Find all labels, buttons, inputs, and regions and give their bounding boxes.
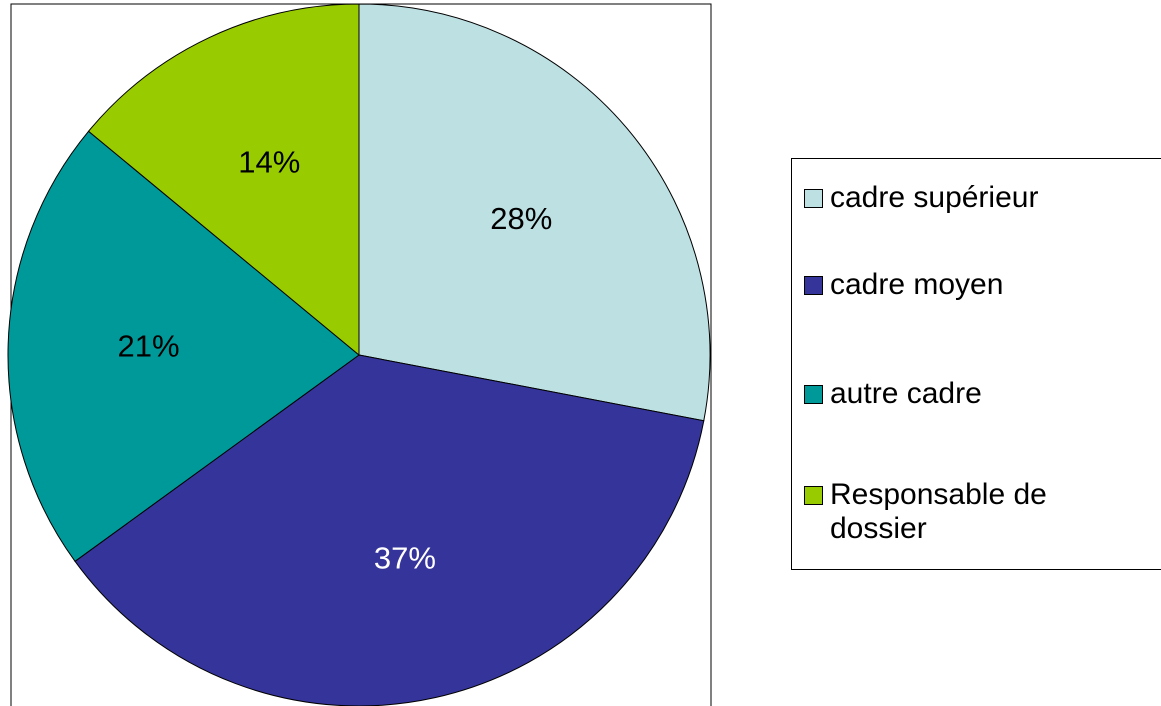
legend: cadre supérieur cadre moyen autre cadre Res…	[791, 158, 1161, 570]
data-label: 28%	[490, 201, 552, 236]
legend-swatch	[804, 486, 823, 505]
legend-label: autre cadre	[830, 377, 982, 410]
legend-label: Responsable de dossier	[830, 478, 1047, 545]
data-label: 21%	[117, 329, 179, 364]
legend-item: autre cadre	[804, 377, 1100, 411]
data-label: 14%	[238, 145, 300, 180]
legend-swatch	[804, 385, 823, 404]
legend-label: cadre supérieur	[830, 181, 1039, 214]
pie-slice	[7, 130, 360, 563]
legend-item: cadre moyen	[804, 268, 1100, 302]
legend-label: cadre moyen	[830, 268, 1004, 301]
pie-slice	[358, 3, 711, 422]
legend-item: cadre supérieur	[804, 181, 1100, 215]
pie-slice	[74, 354, 705, 706]
legend-swatch	[804, 276, 823, 295]
data-label: 37%	[374, 541, 436, 576]
pie-slice	[87, 3, 360, 357]
legend-swatch	[804, 189, 823, 208]
legend-item: Responsable de dossier	[804, 478, 1100, 546]
